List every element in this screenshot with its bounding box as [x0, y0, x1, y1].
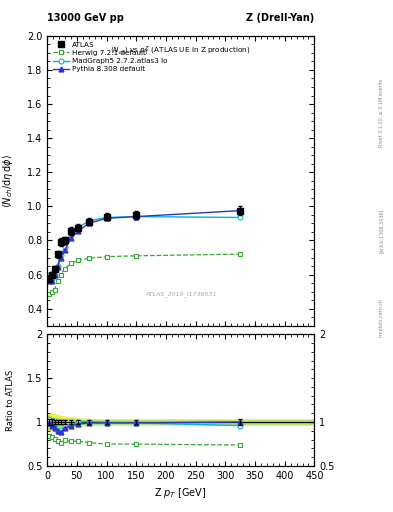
Text: ATLAS_2019_I1736531: ATLAS_2019_I1736531: [145, 291, 217, 297]
Text: mcplots.cern.ch: mcplots.cern.ch: [379, 298, 384, 337]
Text: Rivet 3.1.10, ≥ 3.1M events: Rivet 3.1.10, ≥ 3.1M events: [379, 78, 384, 147]
X-axis label: Z $p_T$ [GeV]: Z $p_T$ [GeV]: [154, 486, 207, 500]
Y-axis label: Ratio to ATLAS: Ratio to ATLAS: [6, 370, 15, 431]
Text: [arXiv:1306.3436]: [arXiv:1306.3436]: [379, 208, 384, 252]
Text: 13000 GeV pp: 13000 GeV pp: [47, 13, 124, 23]
Text: Z (Drell-Yan): Z (Drell-Yan): [246, 13, 314, 23]
Y-axis label: $\langle N_{ch}/\mathrm{d}\eta\,\mathrm{d}\phi\rangle$: $\langle N_{ch}/\mathrm{d}\eta\,\mathrm{…: [1, 154, 15, 208]
Legend: ATLAS, Herwig 7.2.1 default, MadGraph5 2.7.2.atlas3 lo, Pythia 8.308 default: ATLAS, Herwig 7.2.1 default, MadGraph5 2…: [50, 39, 170, 75]
Text: $\langle N_{ch}\rangle$ vs $p_T^Z$ (ATLAS UE in Z production): $\langle N_{ch}\rangle$ vs $p_T^Z$ (ATLA…: [110, 45, 251, 58]
